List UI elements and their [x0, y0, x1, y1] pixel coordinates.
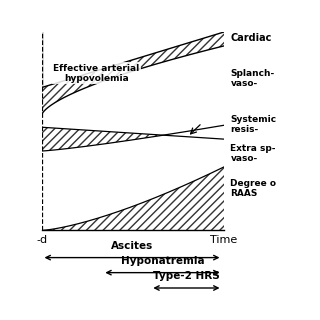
Text: Hyponatremia: Hyponatremia	[121, 256, 204, 266]
Bar	[42, 32, 44, 230]
Text: Extra sp-
vaso-: Extra sp- vaso-	[230, 144, 276, 163]
Text: Type-2 HRS: Type-2 HRS	[153, 271, 220, 281]
Text: Splanch-
vaso-: Splanch- vaso-	[230, 69, 275, 88]
Text: Degree o
RAAS: Degree o RAAS	[230, 179, 276, 198]
Text: Cardiac: Cardiac	[230, 33, 272, 44]
Text: Effective arterial
hypovolemia: Effective arterial hypovolemia	[53, 63, 140, 83]
Text: Systemic
resis-: Systemic resis-	[230, 115, 276, 134]
Text: Ascites: Ascites	[111, 241, 153, 251]
